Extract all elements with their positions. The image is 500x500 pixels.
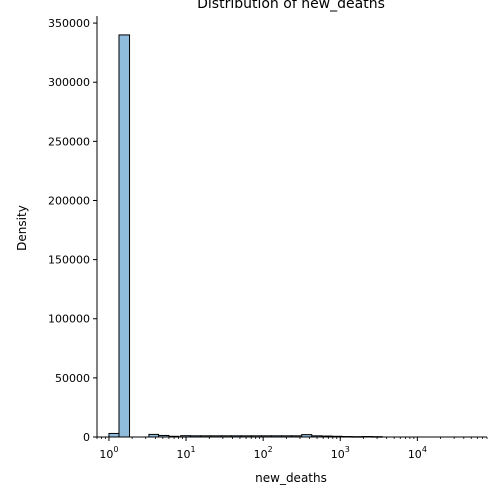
y-tick-label: 200000 xyxy=(48,194,90,207)
x-ticks: 100 101 102 103 104 xyxy=(96,437,488,461)
x-axis-label: new_deaths xyxy=(255,471,327,485)
x-tick-label: 102 xyxy=(254,445,273,461)
x-tick-label: 100 xyxy=(99,445,118,461)
y-tick-label: 250000 xyxy=(48,135,90,148)
x-tick-label: 103 xyxy=(331,445,350,461)
y-tick-label: 300000 xyxy=(48,76,90,89)
y-tick-label: 50000 xyxy=(55,372,90,385)
x-tick-label: 101 xyxy=(177,445,196,461)
y-ticks: 0 50000 100000 150000 200000 250000 300000 3500… xyxy=(48,17,97,444)
y-tick-label: 100000 xyxy=(48,313,90,326)
y-tick-label: 0 xyxy=(83,431,90,444)
histogram-bar xyxy=(108,432,120,438)
y-axis-label: Density xyxy=(15,205,29,251)
y-tick-label: 350000 xyxy=(48,17,90,30)
histogram-bar xyxy=(118,34,131,438)
y-tick-label: 150000 xyxy=(48,254,90,267)
x-tick-label: 104 xyxy=(408,445,427,461)
chart-title: Distribution of new_deaths xyxy=(197,0,385,12)
